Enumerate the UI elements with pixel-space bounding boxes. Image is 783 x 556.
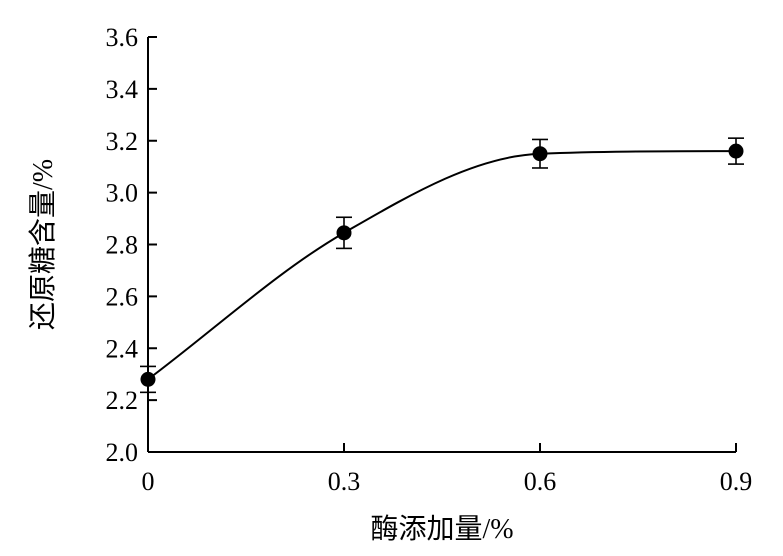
x-axis-title: 酶添加量/%	[370, 513, 513, 545]
y-tick-label: 2.2	[106, 386, 139, 415]
y-axis-ticks: 2.0 2.2 2.4 2.6 2.8 3.0 3.2 3.4 3.6	[106, 23, 157, 467]
data-point	[532, 146, 548, 162]
x-tick-label: 0.9	[720, 467, 753, 496]
x-axis-ticks: 0 0.3 0.6 0.9	[142, 443, 753, 496]
error-bars	[140, 137, 744, 394]
y-axis-title: 还原糖含量/%	[27, 159, 59, 330]
x-tick-label: 0.6	[524, 467, 557, 496]
series-line	[147, 150, 737, 381]
y-tick-label: 3.4	[106, 75, 139, 104]
data-point	[336, 225, 352, 241]
data-point	[728, 143, 744, 159]
y-tick-label: 3.0	[106, 179, 139, 208]
data-point	[140, 371, 156, 387]
y-tick-label: 2.8	[106, 231, 139, 260]
y-tick-label: 2.4	[106, 334, 139, 363]
y-tick-label: 3.2	[106, 127, 139, 156]
x-tick-label: 0	[142, 467, 155, 496]
y-tick-label: 3.6	[106, 23, 139, 52]
data-points	[140, 143, 744, 387]
x-tick-label: 0.3	[328, 467, 361, 496]
y-tick-label: 2.6	[106, 282, 139, 311]
y-tick-label: 2.0	[106, 438, 139, 467]
